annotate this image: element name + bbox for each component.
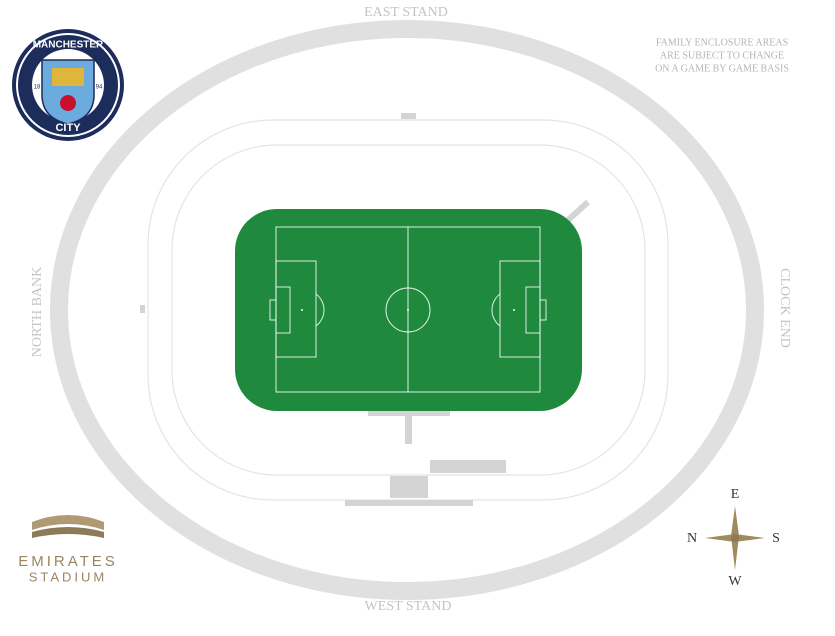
notice-line: ARE SUBJECT TO CHANGE	[660, 50, 784, 61]
venue-line: STADIUM	[29, 569, 108, 584]
notice-line: FAMILY ENCLOSURE AREAS	[656, 37, 788, 48]
venue-line: EMIRATES	[18, 553, 118, 570]
compass-s: S	[772, 531, 780, 546]
compass: E W N S	[687, 487, 780, 589]
logo-year: 94	[96, 85, 103, 91]
lower-tier-outline	[171, 144, 646, 476]
east-stand: EAST STAND	[364, 5, 448, 20]
compass-w: W	[728, 574, 742, 589]
west-stand: WEST STAND	[365, 599, 452, 614]
club-logo: MANCHESTER CITY 18 94	[12, 29, 124, 141]
pitch	[235, 209, 582, 411]
compass-n: N	[687, 531, 697, 546]
north-bank: NORTH BANK	[30, 267, 45, 358]
logo-year: 18	[34, 85, 41, 91]
clock-end: CLOCK END	[777, 268, 792, 348]
venue-logo: EMIRATES STADIUM	[18, 515, 118, 584]
compass-e: E	[731, 487, 740, 502]
outer-ring	[50, 20, 764, 600]
notice-line: ON A GAME BY GAME BASIS	[655, 63, 789, 74]
logo-top: MANCHESTER	[33, 40, 104, 51]
logo-bottom: CITY	[55, 122, 81, 134]
structures	[140, 113, 591, 506]
